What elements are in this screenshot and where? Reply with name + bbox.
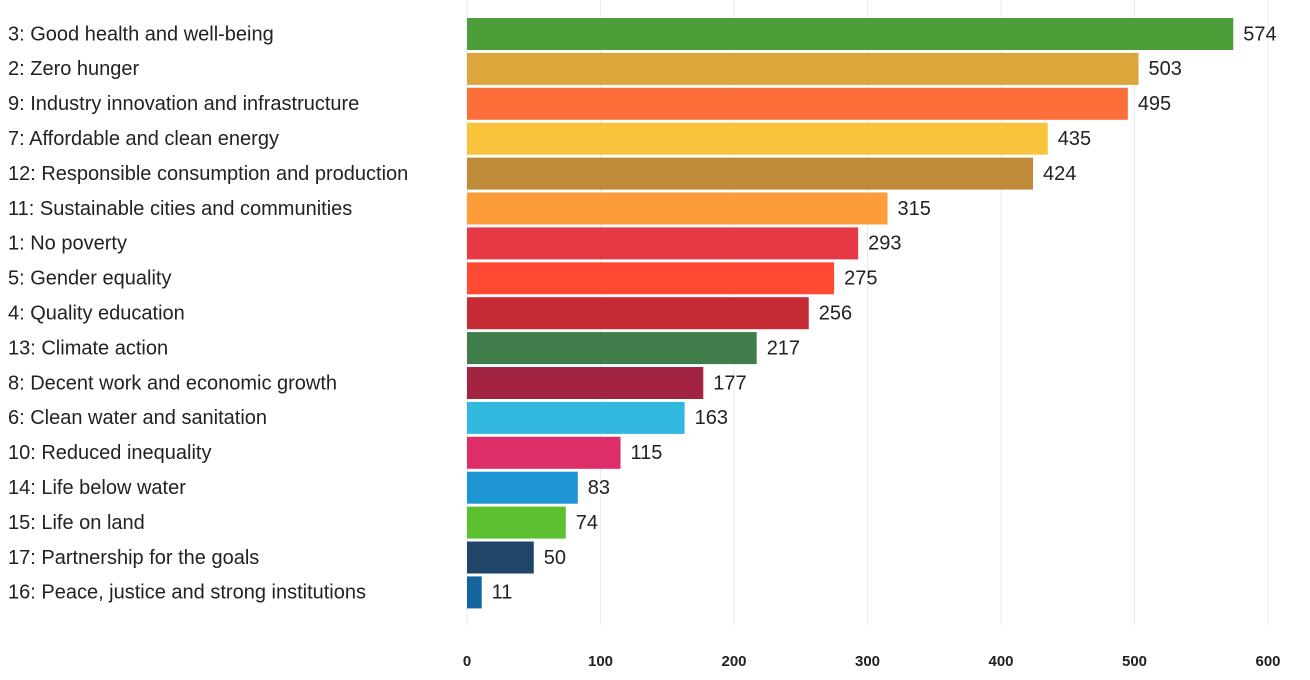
category-label: 7: Affordable and clean energy bbox=[8, 128, 279, 150]
value-label: 574 bbox=[1243, 23, 1276, 45]
category-label: 6: Clean water and sanitation bbox=[8, 407, 267, 429]
value-label: 163 bbox=[695, 407, 728, 429]
x-tick-label: 100 bbox=[588, 653, 613, 670]
value-label: 435 bbox=[1058, 128, 1091, 150]
category-label: 8: Decent work and economic growth bbox=[8, 372, 337, 394]
x-tick-label: 200 bbox=[721, 653, 746, 670]
x-tick-label: 600 bbox=[1255, 653, 1280, 670]
bar bbox=[467, 157, 1034, 190]
value-label: 74 bbox=[576, 512, 598, 534]
category-label: 12: Responsible consumption and producti… bbox=[8, 163, 408, 185]
bar bbox=[467, 18, 1234, 50]
value-label: 11 bbox=[492, 582, 513, 604]
value-label: 424 bbox=[1043, 163, 1076, 185]
bar bbox=[467, 332, 757, 365]
category-label: 14: Life below water bbox=[8, 477, 186, 499]
value-label: 495 bbox=[1138, 93, 1171, 115]
bar bbox=[467, 297, 809, 330]
category-label: 1: No poverty bbox=[8, 233, 127, 255]
value-label: 177 bbox=[713, 372, 746, 394]
category-label: 13: Climate action bbox=[8, 337, 168, 359]
value-label: 83 bbox=[588, 477, 610, 499]
bar bbox=[467, 367, 704, 399]
category-label: 2: Zero hunger bbox=[8, 58, 140, 80]
category-label: 4: Quality education bbox=[8, 302, 185, 324]
category-label: 16: Peace, justice and strong institutio… bbox=[8, 582, 366, 604]
bar bbox=[467, 436, 621, 469]
x-tick-label: 0 bbox=[463, 653, 471, 670]
bar bbox=[467, 262, 835, 295]
x-tick-label: 500 bbox=[1122, 653, 1147, 670]
x-tick-label: 300 bbox=[855, 653, 880, 670]
category-label: 17: Partnership for the goals bbox=[8, 547, 259, 569]
value-label: 293 bbox=[868, 233, 901, 255]
bar bbox=[467, 541, 534, 574]
category-label: 3: Good health and well-being bbox=[8, 23, 274, 45]
bar bbox=[467, 122, 1048, 155]
category-label: 5: Gender equality bbox=[8, 268, 171, 290]
value-label: 217 bbox=[767, 337, 800, 359]
bar bbox=[467, 227, 859, 260]
category-label: 11: Sustainable cities and communities bbox=[8, 198, 352, 220]
bar bbox=[467, 192, 888, 225]
bar bbox=[467, 576, 482, 609]
category-label: 10: Reduced inequality bbox=[8, 442, 211, 464]
bar bbox=[467, 401, 685, 434]
bar bbox=[467, 506, 566, 539]
bar bbox=[467, 87, 1128, 120]
bar bbox=[467, 471, 578, 504]
category-label: 9: Industry innovation and infrastructur… bbox=[8, 93, 359, 115]
bar bbox=[467, 52, 1139, 85]
value-label: 115 bbox=[631, 442, 663, 464]
x-tick-label: 400 bbox=[988, 653, 1013, 670]
value-label: 503 bbox=[1149, 58, 1182, 80]
value-label: 50 bbox=[544, 547, 566, 569]
value-label: 275 bbox=[844, 268, 877, 290]
value-label: 256 bbox=[819, 302, 852, 324]
category-label: 15: Life on land bbox=[8, 512, 145, 534]
value-label: 315 bbox=[898, 198, 931, 220]
